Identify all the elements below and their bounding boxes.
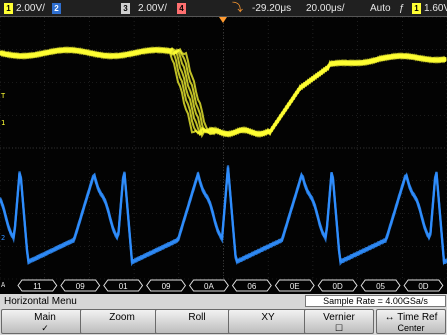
trigger-position: -29.20μs xyxy=(252,3,292,14)
trigger-level: 1.60V xyxy=(424,3,447,14)
serial-bus-trace: 11 09 01 09 0A 06 0E 0D 05 0D xyxy=(17,279,444,292)
trigger-point-marker xyxy=(219,17,227,23)
waveform-display[interactable]: 11 09 01 09 0A 06 0E 0D 05 0D T 1 2 A xyxy=(0,17,447,294)
channel-2-trace xyxy=(0,165,447,267)
bus-packet xyxy=(274,279,315,292)
checkbox-icon: ☐ xyxy=(334,323,344,333)
softkey-menu: Horizontal Menu Sample Rate = 4.00GSa/s … xyxy=(0,294,447,335)
channel-2-ground-marker[interactable]: 2 xyxy=(1,234,6,242)
bus-packet xyxy=(103,279,144,292)
channel-1-ground-marker[interactable]: 1 xyxy=(1,119,6,127)
bus-value-label: 06 xyxy=(247,282,256,291)
main-softkey-label: Main xyxy=(34,312,56,323)
bus-packet xyxy=(188,279,229,292)
bus-value-label: 01 xyxy=(119,282,128,291)
bus-packet xyxy=(360,279,401,292)
channel-3-badge[interactable]: 3 xyxy=(121,3,130,14)
bus-value-label: 11 xyxy=(33,282,42,291)
channel-1-trace xyxy=(0,46,447,139)
channel-4-badge[interactable]: 4 xyxy=(177,3,186,14)
channel-1-badge[interactable]: 1 xyxy=(4,3,13,14)
vernier-softkey[interactable]: Vernier ☐ xyxy=(304,309,374,334)
trigger-mode: Auto xyxy=(370,3,391,14)
channel-2-waveform xyxy=(0,167,447,267)
bus-value-label: 0D xyxy=(418,282,428,291)
xy-softkey[interactable]: XY xyxy=(228,309,308,334)
roll-softkey[interactable]: Roll xyxy=(155,309,239,334)
bus-packet xyxy=(17,279,58,292)
rising-edge-icon: ƒ xyxy=(399,3,405,14)
checkmark-icon: ✓ xyxy=(41,323,49,333)
roll-softkey-label: Roll xyxy=(188,312,206,323)
time-ref-icon: ↔ xyxy=(384,312,395,323)
trigger-source-badge: 1 xyxy=(412,3,421,14)
channel-2-badge[interactable]: 2 xyxy=(52,3,61,14)
xy-softkey-label: XY xyxy=(261,312,275,323)
bus-packet xyxy=(146,279,187,292)
zoom-softkey-label: Zoom xyxy=(109,312,135,323)
channel-1-waveform xyxy=(0,46,447,138)
bus-value-label: 0D xyxy=(333,282,343,291)
trigger-level-marker[interactable]: T xyxy=(1,92,6,100)
vernier-softkey-label: Vernier xyxy=(323,312,355,323)
bus-packet xyxy=(317,279,358,292)
time-ref-softkey[interactable]: ↔ Time Ref Center xyxy=(376,309,446,334)
channel-3-scale: 2.00V/ xyxy=(138,3,167,14)
bus-value-label: 0A xyxy=(204,282,214,291)
zoom-softkey[interactable]: Zoom xyxy=(80,309,164,334)
bus-packet xyxy=(60,279,101,292)
bus-value-label: 05 xyxy=(376,282,385,291)
channel-1-scale: 2.00V/ xyxy=(16,3,45,14)
waveform-canvas: 11 09 01 09 0A 06 0E 0D 05 0D xyxy=(0,17,447,292)
time-ref-value: Center xyxy=(397,323,425,333)
trigger-position-icon: ⤵ xyxy=(232,2,243,14)
main-softkey[interactable]: Main ✓ xyxy=(1,309,89,334)
time-ref-label: Time Ref xyxy=(397,312,438,323)
bus-packet xyxy=(231,279,272,292)
bus-value-label: 0E xyxy=(290,282,300,291)
sample-rate-readout: Sample Rate = 4.00GSa/s xyxy=(305,295,446,307)
bus-value-label: 09 xyxy=(76,282,85,291)
menu-title: Horizontal Menu xyxy=(4,296,77,307)
bus-label-marker: A xyxy=(1,281,6,289)
timebase-scale: 20.00μs/ xyxy=(306,3,345,14)
bus-packet xyxy=(403,279,444,292)
status-bar: 1 2.00V/ 2 3 2.00V/ 4 ⤵ -29.20μs 20.00μs… xyxy=(0,0,447,17)
bus-value-label: 09 xyxy=(162,282,171,291)
